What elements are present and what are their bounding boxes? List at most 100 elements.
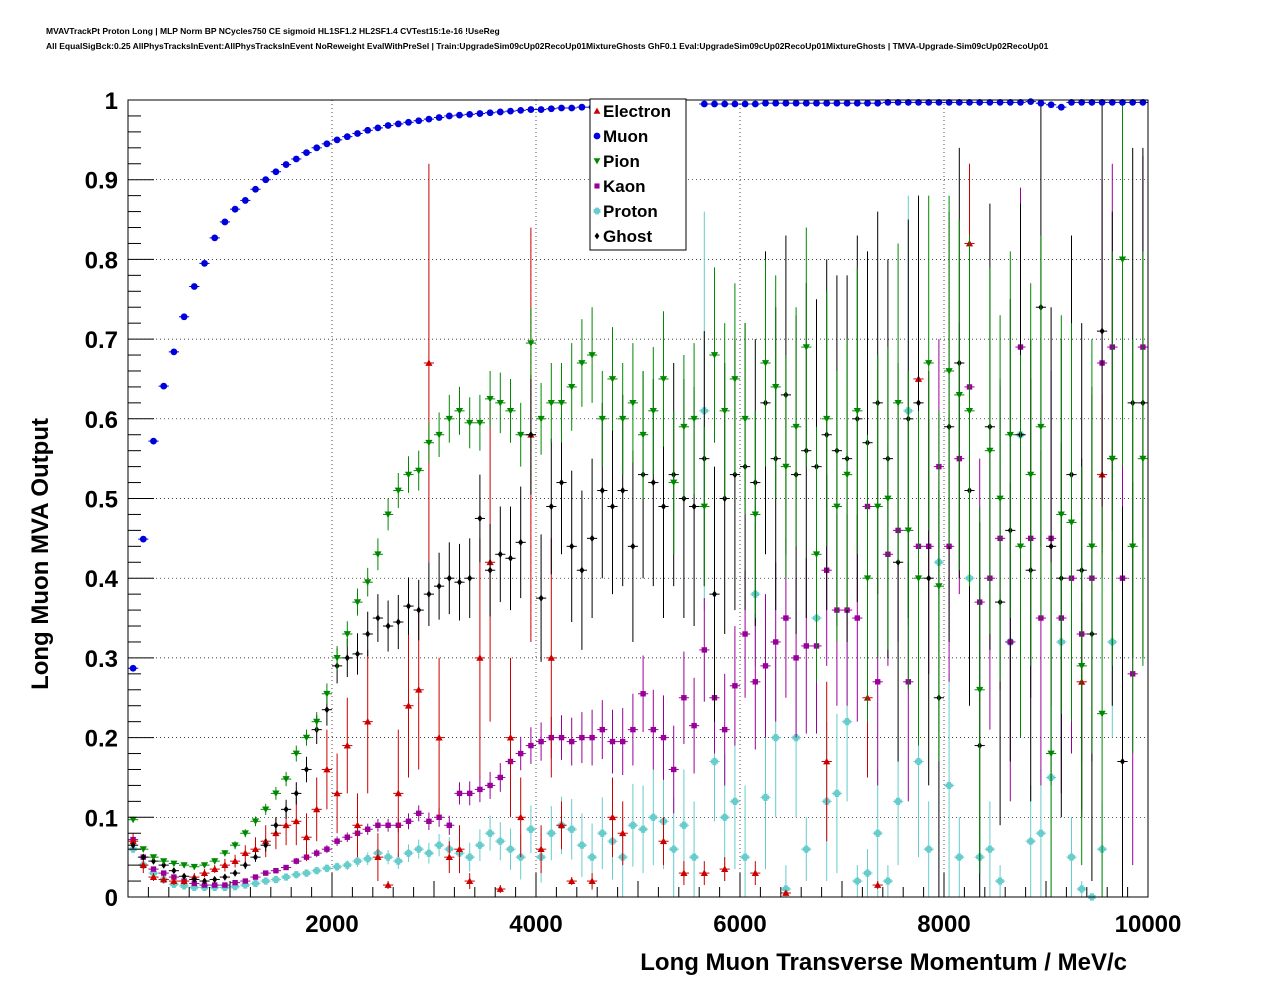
ghost-point <box>446 574 452 582</box>
kaon-point <box>773 639 779 645</box>
muon-point <box>190 283 198 290</box>
proton-point <box>761 793 770 801</box>
proton-point <box>343 861 351 869</box>
pion-point <box>1057 511 1065 519</box>
electron-point <box>619 829 627 837</box>
proton-point <box>588 853 596 861</box>
muon-point <box>935 98 943 106</box>
pion-point <box>568 384 576 391</box>
legend-marker-pion <box>593 158 601 165</box>
proton-point <box>496 837 504 845</box>
electron-point <box>588 877 596 884</box>
series-pion <box>128 100 1148 897</box>
muon-point <box>537 106 545 113</box>
electron-point <box>700 869 708 876</box>
ghost-point <box>171 867 177 875</box>
muon-point <box>996 98 1004 106</box>
ghost-point <box>1048 542 1054 550</box>
proton-point <box>384 853 392 861</box>
kaon-point <box>467 790 473 797</box>
legend-marker-muon <box>593 132 601 140</box>
ghost-point <box>620 486 626 495</box>
proton-point <box>364 855 372 863</box>
pion-point <box>1118 256 1127 263</box>
kaon-point <box>762 663 769 669</box>
legend-label-muon: Muon <box>603 127 648 146</box>
electron-point <box>170 877 178 884</box>
proton-point <box>476 841 484 849</box>
proton-point <box>690 853 698 861</box>
proton-point <box>1037 829 1045 837</box>
proton-point <box>874 829 882 837</box>
electron-point <box>129 837 137 845</box>
muon-point <box>1078 98 1086 106</box>
x-axis-label: Long Muon Transverse Momentum / MeV/c <box>640 949 1127 976</box>
x-tick-label: 4000 <box>509 911 562 938</box>
pion-point <box>160 858 168 865</box>
electron-point <box>282 821 290 829</box>
series-muon <box>128 98 1148 672</box>
muon-point <box>425 115 433 123</box>
muon-point <box>802 99 810 107</box>
muon-point <box>354 130 361 137</box>
muon-point <box>1017 98 1024 106</box>
ghost-point <box>589 534 595 542</box>
pion-point <box>241 830 249 837</box>
proton-point <box>466 853 474 861</box>
proton-point <box>323 864 331 872</box>
muon-point <box>792 99 800 107</box>
pion-point <box>659 376 668 383</box>
proton-point <box>629 821 637 829</box>
muon-point <box>731 100 739 108</box>
pion-point <box>547 399 555 407</box>
pion-point <box>741 415 749 423</box>
series-kaon <box>128 155 1148 888</box>
kaon-point <box>405 818 412 824</box>
ghost-point <box>130 841 136 849</box>
ghost-point <box>507 554 514 562</box>
ghost-point <box>660 502 667 511</box>
pion-point <box>965 407 974 415</box>
pion-point <box>364 579 372 586</box>
electron-point <box>394 789 402 797</box>
muon-point <box>966 98 973 106</box>
pion-point <box>649 407 657 415</box>
pion-point <box>904 527 912 534</box>
muon-point <box>323 140 331 148</box>
pion-point <box>190 863 198 871</box>
legend-label-ghost: Ghost <box>603 227 652 246</box>
proton-point <box>884 877 892 885</box>
pion-point <box>435 431 443 439</box>
ghost-point <box>150 857 157 865</box>
muon-point <box>374 124 382 132</box>
electron-point <box>353 821 362 829</box>
proton-point <box>180 882 188 890</box>
muon-point <box>721 100 729 108</box>
muon-point <box>833 99 841 107</box>
muon-point <box>955 98 963 106</box>
muon-point <box>751 100 759 108</box>
y-tick-label: 0.6 <box>85 407 118 434</box>
ghost-point <box>599 486 605 495</box>
pion-point <box>782 463 790 471</box>
ghost-point <box>140 853 146 861</box>
kaon-point <box>273 867 279 874</box>
muon-point <box>741 100 749 108</box>
ghost-point <box>191 875 197 884</box>
muon-point <box>1027 98 1035 105</box>
pion-point <box>751 511 759 519</box>
proton-point <box>639 825 647 833</box>
kaon-point <box>630 726 636 733</box>
proton-point <box>425 849 433 857</box>
kaon-point <box>875 679 881 685</box>
proton-point <box>925 845 933 853</box>
electron-point <box>782 889 790 896</box>
pion-point <box>506 407 515 415</box>
y-axis-label: Long Muon MVA Output <box>27 418 54 690</box>
muon-point <box>782 99 790 107</box>
ghost-point <box>467 574 473 582</box>
kaon-point <box>365 826 371 832</box>
muon-point <box>201 259 208 267</box>
pion-point <box>129 816 137 824</box>
